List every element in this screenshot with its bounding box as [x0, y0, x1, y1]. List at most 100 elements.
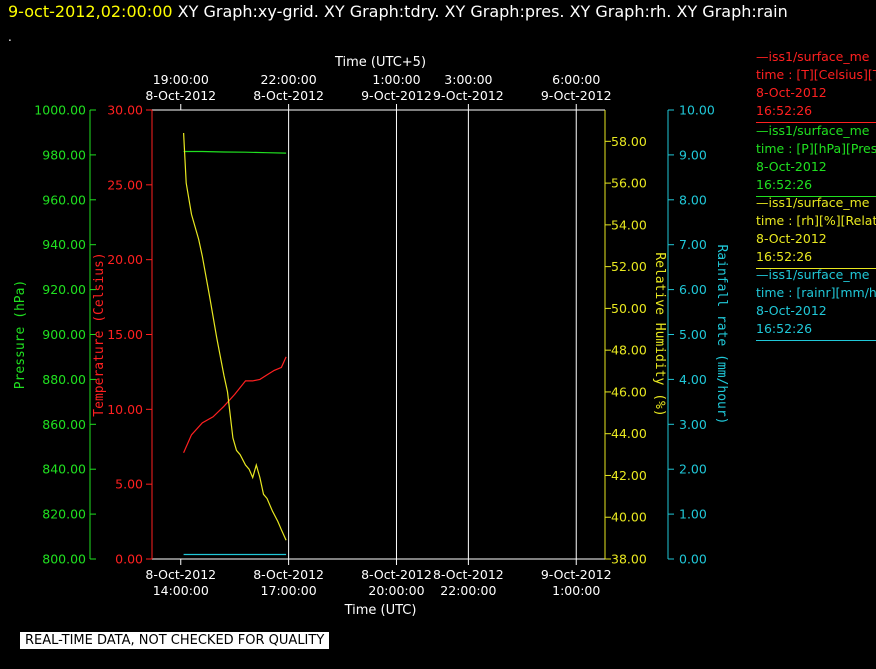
pressure-axis-title: Pressure (hPa) — [13, 280, 28, 390]
x-tick-label-bottom: 9-Oct-2012 — [541, 567, 612, 582]
rain-tick-label: 7.00 — [679, 237, 707, 252]
legend-series-field: time : [P][hPa][Pres — [756, 141, 876, 156]
x-axis-title-top: Time (UTC+5) — [334, 55, 426, 70]
humidity-tick-label: 40.00 — [611, 510, 647, 525]
pressure-tick-label: 840.00 — [42, 462, 86, 477]
legend-series-field: time : [rh][%][Relati — [756, 213, 876, 228]
x-tick-label-bottom: 17:00:00 — [261, 583, 317, 598]
x-tick-label-top: 8-Oct-2012 — [145, 88, 216, 103]
pressure-tick-label: 920.00 — [42, 282, 86, 297]
legend-date: 8-Oct-2012 — [756, 85, 827, 100]
temperature-tick-label: 10.00 — [107, 402, 143, 417]
rain-tick-label: 1.00 — [679, 507, 707, 522]
rain-tick-label: 8.00 — [679, 192, 707, 207]
x-axis-title-bottom: Time (UTC) — [344, 603, 417, 618]
pressure-tick-label: 1000.00 — [34, 103, 86, 118]
temperature-tick-label: 15.00 — [107, 327, 143, 342]
pressure-tick-label: 800.00 — [42, 552, 86, 567]
humidity-tick-label: 46.00 — [611, 384, 647, 399]
pressure-tick-label: 940.00 — [42, 237, 86, 252]
legend-divider — [756, 268, 876, 269]
temperature-axis-title: Temperature (Celsius) — [92, 252, 107, 416]
legend-rain: —iss1/surface_me time : [rainr][mm/ho 8-… — [756, 266, 876, 341]
legend-series-field: time : [T][Celsius][T — [756, 67, 876, 82]
pressure-tick-label: 980.00 — [42, 147, 86, 162]
x-tick-label-bottom: 8-Oct-2012 — [253, 567, 324, 582]
rain-tick-label: 0.00 — [679, 552, 707, 567]
legend-temperature: —iss1/surface_me time : [T][Celsius][T 8… — [756, 48, 876, 123]
humidity-tick-label: 52.00 — [611, 259, 647, 274]
temperature-tick-label: 0.00 — [115, 552, 143, 567]
pressure-tick-label: 860.00 — [42, 417, 86, 432]
quality-disclaimer: REAL-TIME DATA, NOT CHECKED FOR QUALITY — [20, 632, 330, 649]
legend-time: 16:52:26 — [756, 249, 813, 264]
humidity-tick-label: 42.00 — [611, 468, 647, 483]
rain-tick-label: 6.00 — [679, 282, 707, 297]
rain-axis-title: Rainfall rate (mm/hour) — [714, 244, 729, 424]
humidity-tick-label: 54.00 — [611, 217, 647, 232]
temperature-tick-label: 25.00 — [107, 177, 143, 192]
humidity-axis-title: Relative Humidity (%) — [652, 252, 667, 416]
legend-divider — [756, 196, 876, 197]
x-tick-label-top: 8-Oct-2012 — [253, 88, 324, 103]
series-line-humidity — [183, 132, 287, 541]
header-dot: . — [8, 30, 12, 44]
x-tick-label-bottom: 8-Oct-2012 — [145, 567, 216, 582]
timestamp: 9-oct-2012,02:00:00 — [8, 2, 173, 21]
rain-tick-label: 4.00 — [679, 372, 707, 387]
humidity-tick-label: 38.00 — [611, 552, 647, 567]
x-tick-label-bottom: 8-Oct-2012 — [361, 567, 432, 582]
legend-series-name: —iss1/surface_me — [756, 123, 870, 138]
x-tick-label-bottom: 22:00:00 — [440, 583, 496, 598]
humidity-tick-label: 48.00 — [611, 343, 647, 358]
temperature-tick-label: 30.00 — [107, 103, 143, 118]
x-tick-label-top: 1:00:00 — [372, 72, 420, 87]
humidity-tick-label: 50.00 — [611, 301, 647, 316]
x-tick-label-top: 3:00:00 — [444, 72, 492, 87]
legend-series-name: —iss1/surface_me — [756, 267, 870, 282]
graph-name-xy-grid: XY Graph:xy-grid. — [177, 2, 319, 21]
x-tick-label-top: 6:00:00 — [552, 72, 600, 87]
pressure-tick-label: 900.00 — [42, 327, 86, 342]
series-line-pressure — [183, 150, 287, 154]
legend-series-name: —iss1/surface_me — [756, 49, 870, 64]
x-tick-label-top: 9-Oct-2012 — [361, 88, 432, 103]
x-tick-label-top: 22:00:00 — [261, 72, 317, 87]
legend-divider — [756, 122, 876, 123]
pressure-tick-label: 960.00 — [42, 192, 86, 207]
legend-time: 16:52:26 — [756, 177, 813, 192]
x-tick-label-top: 9-Oct-2012 — [541, 88, 612, 103]
legend-series-field: time : [rainr][mm/ho — [756, 285, 876, 300]
pressure-tick-label: 880.00 — [42, 372, 86, 387]
rain-tick-label: 2.00 — [679, 462, 707, 477]
graph-title: 9-oct-2012,02:00:00 XY Graph:xy-grid. XY… — [8, 2, 788, 21]
humidity-tick-label: 58.00 — [611, 134, 647, 149]
legend-date: 8-Oct-2012 — [756, 303, 827, 318]
graph-name-rain: XY Graph:rain — [676, 2, 788, 21]
x-tick-label-bottom: 20:00:00 — [368, 583, 424, 598]
pressure-tick-label: 820.00 — [42, 507, 86, 522]
temperature-tick-label: 20.00 — [107, 252, 143, 267]
graph-name-tdry: XY Graph:tdry. — [323, 2, 440, 21]
rain-tick-label: 9.00 — [679, 147, 707, 162]
graph-name-rh: XY Graph:rh. — [569, 2, 672, 21]
legend-date: 8-Oct-2012 — [756, 231, 827, 246]
rain-tick-label: 5.00 — [679, 327, 707, 342]
temperature-tick-label: 5.00 — [115, 477, 143, 492]
x-tick-label-top: 19:00:00 — [153, 72, 209, 87]
x-tick-label-bottom: 1:00:00 — [552, 583, 600, 598]
legend-divider — [756, 340, 876, 341]
legend-series-name: —iss1/surface_me — [756, 195, 870, 210]
x-tick-label-top: 9-Oct-2012 — [433, 88, 504, 103]
rain-tick-label: 10.00 — [679, 103, 715, 118]
legend-humidity: —iss1/surface_me time : [rh][%][Relati 8… — [756, 194, 876, 269]
legend-date: 8-Oct-2012 — [756, 159, 827, 174]
legend-time: 16:52:26 — [756, 321, 813, 336]
legend-time: 16:52:26 — [756, 103, 813, 118]
x-tick-label-bottom: 14:00:00 — [153, 583, 209, 598]
series-line-temperature — [183, 356, 287, 453]
rain-tick-label: 3.00 — [679, 417, 707, 432]
graph-name-pres: XY Graph:pres. — [444, 2, 565, 21]
x-tick-label-bottom: 8-Oct-2012 — [433, 567, 504, 582]
